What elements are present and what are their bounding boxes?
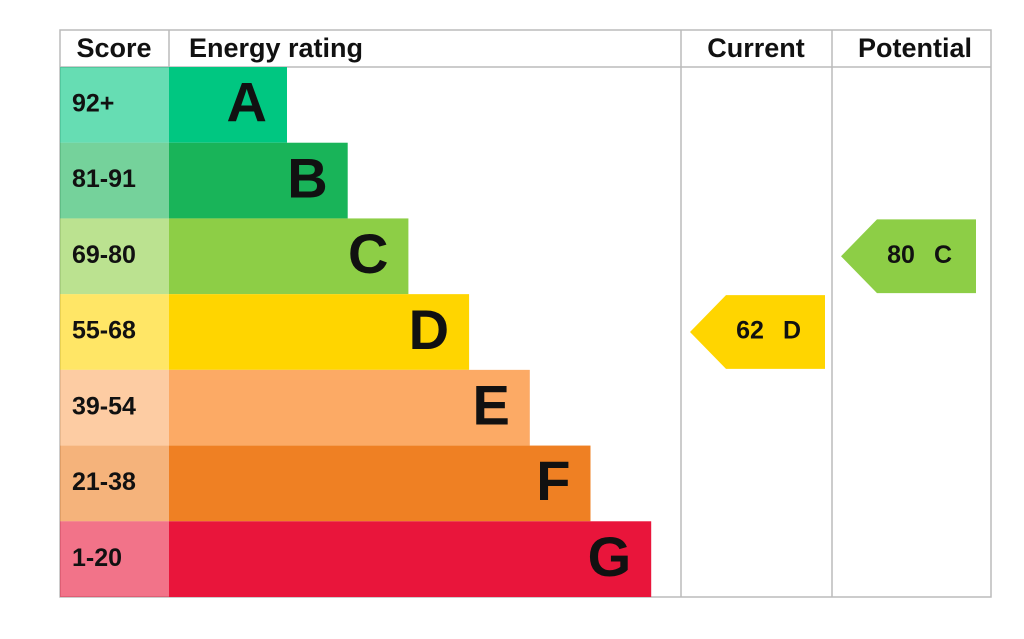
rating-bar (169, 369, 530, 446)
arrow-letter: C (934, 241, 952, 269)
arrow-value: 62 (736, 317, 764, 345)
score-cell (60, 294, 169, 370)
header: Current (707, 33, 805, 63)
rating-arrow (841, 219, 976, 294)
score-cell (60, 521, 169, 597)
rating-letter: E (472, 374, 509, 437)
score-label: 92+ (72, 89, 114, 117)
score-cell (60, 369, 169, 446)
rating-bar (169, 67, 287, 143)
score-label: 55-68 (72, 317, 136, 345)
rating-letter: D (409, 298, 449, 361)
rating-bar (169, 142, 348, 219)
rating-bar (169, 521, 652, 597)
rating-letter: G (588, 525, 632, 588)
score-label: 21-38 (72, 468, 136, 496)
rating-bar (169, 445, 591, 522)
rating-bar (169, 294, 470, 370)
rating-bar (169, 218, 409, 295)
header: Potential (858, 33, 972, 63)
header: Score (76, 33, 151, 63)
score-label: 81-91 (72, 165, 136, 193)
rating-letter: B (287, 146, 327, 209)
header: Energy rating (189, 33, 363, 63)
score-cell (60, 142, 169, 219)
score-cell (60, 67, 169, 143)
rating-letter: A (227, 71, 267, 134)
rating-letter: F (536, 449, 570, 512)
rating-letter: C (348, 222, 388, 285)
arrow-value: 80 (887, 241, 915, 269)
score-cell (60, 445, 169, 522)
score-label: 39-54 (72, 392, 136, 420)
score-label: 69-80 (72, 241, 136, 269)
rating-arrow (690, 295, 825, 369)
arrow-letter: D (783, 317, 801, 345)
score-label: 1-20 (72, 544, 122, 572)
score-cell (60, 218, 169, 295)
